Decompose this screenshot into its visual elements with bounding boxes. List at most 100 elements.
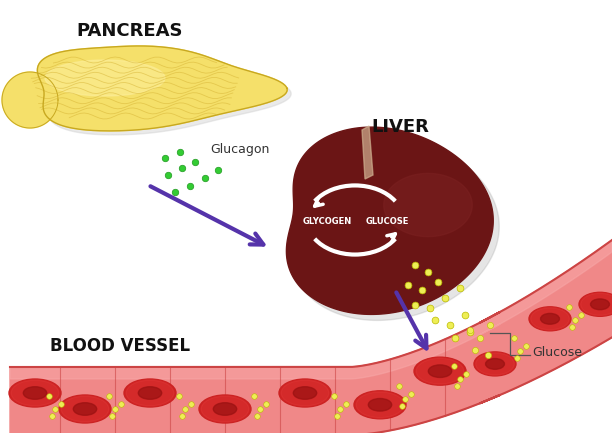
- Point: [190, 158, 200, 165]
- Point: [433, 278, 443, 285]
- Ellipse shape: [73, 403, 97, 415]
- Point: [335, 406, 345, 413]
- Point: [564, 304, 574, 310]
- Ellipse shape: [138, 387, 162, 399]
- Ellipse shape: [281, 380, 329, 406]
- Polygon shape: [45, 60, 165, 96]
- Ellipse shape: [529, 307, 571, 331]
- Ellipse shape: [531, 308, 569, 330]
- Point: [252, 413, 262, 420]
- Ellipse shape: [476, 353, 514, 375]
- Point: [576, 312, 586, 319]
- Point: [515, 348, 525, 355]
- Text: GLYCOGEN: GLYCOGEN: [302, 217, 352, 226]
- Text: Glucagon: Glucagon: [210, 143, 269, 156]
- Polygon shape: [42, 50, 291, 135]
- Point: [332, 413, 342, 420]
- Ellipse shape: [356, 392, 404, 418]
- Point: [341, 401, 351, 407]
- Ellipse shape: [579, 292, 612, 317]
- Ellipse shape: [368, 398, 392, 411]
- Ellipse shape: [23, 387, 47, 399]
- Ellipse shape: [293, 387, 316, 399]
- Ellipse shape: [279, 379, 331, 407]
- Point: [50, 406, 60, 413]
- Polygon shape: [362, 126, 373, 179]
- Point: [160, 155, 170, 162]
- Point: [394, 382, 404, 389]
- Ellipse shape: [354, 391, 406, 419]
- Ellipse shape: [9, 379, 61, 407]
- Point: [410, 262, 420, 268]
- Point: [521, 343, 531, 350]
- Point: [465, 326, 475, 333]
- Point: [445, 322, 455, 329]
- Ellipse shape: [540, 313, 559, 324]
- Ellipse shape: [199, 395, 251, 423]
- Polygon shape: [2, 72, 58, 128]
- Point: [460, 311, 470, 318]
- Point: [430, 317, 440, 323]
- Point: [400, 395, 410, 402]
- Point: [440, 294, 450, 301]
- Polygon shape: [293, 133, 499, 320]
- Ellipse shape: [11, 380, 59, 406]
- Point: [485, 322, 495, 329]
- Point: [397, 402, 407, 409]
- Point: [465, 329, 475, 336]
- Point: [425, 304, 435, 311]
- Text: LIVER: LIVER: [371, 118, 429, 136]
- Polygon shape: [384, 173, 472, 236]
- Point: [180, 406, 190, 413]
- Ellipse shape: [126, 380, 174, 406]
- Point: [249, 393, 259, 400]
- Point: [406, 390, 416, 397]
- Point: [475, 335, 485, 342]
- Ellipse shape: [485, 359, 504, 369]
- Point: [213, 167, 223, 174]
- Point: [512, 355, 522, 362]
- Point: [403, 281, 413, 288]
- Point: [570, 317, 580, 323]
- Point: [509, 335, 519, 342]
- Point: [449, 363, 459, 370]
- Point: [116, 401, 126, 407]
- Point: [329, 393, 339, 400]
- Ellipse shape: [428, 365, 452, 378]
- Point: [455, 284, 465, 291]
- Point: [47, 413, 57, 420]
- Ellipse shape: [581, 293, 612, 315]
- Point: [163, 171, 173, 178]
- Point: [200, 174, 210, 181]
- Point: [174, 393, 184, 400]
- Point: [44, 393, 54, 400]
- Point: [452, 383, 462, 390]
- Point: [110, 406, 120, 413]
- Ellipse shape: [474, 352, 516, 376]
- Point: [175, 149, 185, 155]
- Ellipse shape: [214, 403, 237, 415]
- Point: [107, 413, 117, 420]
- Point: [104, 393, 114, 400]
- Ellipse shape: [61, 396, 109, 422]
- Point: [483, 352, 493, 359]
- Point: [410, 301, 420, 308]
- Ellipse shape: [416, 358, 464, 384]
- Point: [261, 401, 271, 407]
- Polygon shape: [37, 46, 287, 131]
- Polygon shape: [10, 240, 612, 379]
- Point: [470, 346, 480, 353]
- Point: [185, 183, 195, 190]
- Point: [417, 287, 427, 294]
- Polygon shape: [286, 127, 493, 314]
- Text: BLOOD VESSEL: BLOOD VESSEL: [50, 337, 190, 355]
- Point: [186, 401, 196, 407]
- Ellipse shape: [59, 395, 111, 423]
- Text: GLUCOSE: GLUCOSE: [365, 217, 409, 226]
- Point: [177, 413, 187, 420]
- Ellipse shape: [124, 379, 176, 407]
- Point: [423, 268, 433, 275]
- Point: [170, 188, 180, 195]
- Point: [461, 371, 471, 378]
- Point: [56, 401, 66, 407]
